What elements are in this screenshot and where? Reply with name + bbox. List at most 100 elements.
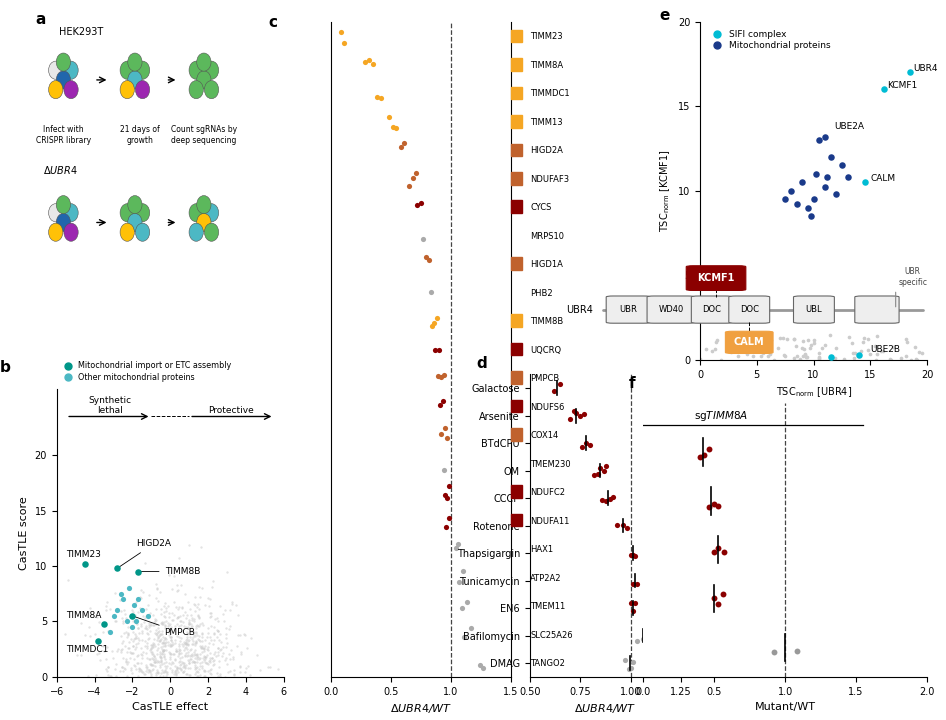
Point — [178, 662, 193, 673]
Point — [452, 576, 467, 588]
Point — [599, 461, 614, 472]
Point — [823, 151, 838, 163]
Point — [200, 641, 215, 652]
Point — [149, 624, 164, 636]
Point — [133, 665, 149, 677]
Point — [187, 663, 202, 675]
Point — [137, 640, 152, 652]
FancyBboxPatch shape — [606, 296, 651, 323]
Point — [182, 617, 197, 629]
Point — [233, 629, 248, 641]
Point — [156, 666, 171, 678]
Point — [222, 665, 237, 677]
Point — [240, 660, 255, 672]
Point — [126, 634, 141, 645]
Point — [202, 647, 218, 659]
Text: UBR
specific: UBR specific — [898, 267, 927, 287]
Point — [701, 444, 716, 455]
Point — [188, 662, 203, 673]
Point — [362, 55, 377, 66]
Point — [183, 631, 198, 642]
Point — [773, 332, 788, 343]
Point — [168, 601, 184, 613]
Point — [181, 654, 196, 666]
Point — [178, 659, 193, 670]
Point — [457, 631, 472, 643]
Point — [861, 334, 876, 346]
Point — [168, 645, 184, 657]
Point — [219, 637, 235, 649]
Circle shape — [48, 204, 62, 222]
Point — [143, 653, 158, 665]
Point — [141, 600, 156, 611]
Point — [131, 632, 146, 644]
Point — [151, 657, 166, 668]
Point — [416, 233, 431, 244]
Point — [140, 634, 155, 645]
Point — [116, 628, 131, 639]
Point — [159, 636, 174, 647]
Point — [129, 617, 144, 629]
Point — [157, 644, 172, 656]
Point — [437, 423, 452, 434]
Point — [201, 665, 216, 677]
Text: UBE2A: UBE2A — [834, 122, 864, 131]
Point — [158, 670, 173, 682]
Point — [156, 610, 171, 621]
Point — [153, 628, 168, 639]
Point — [812, 353, 827, 364]
Point — [131, 662, 147, 674]
Circle shape — [64, 204, 79, 222]
Point — [867, 341, 882, 352]
Point — [99, 666, 114, 678]
Text: PMPCB: PMPCB — [135, 617, 196, 637]
Point — [823, 351, 838, 362]
Point — [450, 538, 465, 549]
Point — [261, 662, 276, 673]
Text: Infect with
CRISPR library: Infect with CRISPR library — [36, 125, 91, 145]
Point — [99, 642, 114, 653]
Point — [149, 614, 164, 626]
Point — [899, 350, 914, 361]
Point — [115, 617, 131, 629]
Circle shape — [56, 53, 71, 71]
Point — [156, 645, 171, 657]
Point — [159, 666, 174, 678]
Point — [107, 588, 122, 599]
Circle shape — [120, 61, 134, 79]
Point — [119, 655, 134, 667]
Point — [583, 440, 598, 451]
Point — [185, 655, 201, 667]
Point — [100, 596, 115, 608]
Point — [157, 639, 172, 651]
Circle shape — [189, 81, 203, 99]
Point — [129, 663, 144, 675]
Point — [187, 661, 202, 672]
Circle shape — [48, 81, 62, 99]
Point — [770, 343, 785, 354]
Point — [152, 635, 167, 647]
Point — [69, 649, 84, 661]
Point — [429, 312, 444, 324]
Point — [262, 661, 277, 672]
Point — [121, 582, 136, 594]
Bar — [511, 143, 521, 156]
Point — [118, 626, 133, 637]
Circle shape — [197, 196, 211, 214]
Point — [187, 639, 202, 651]
Point — [152, 586, 167, 598]
Point — [762, 342, 778, 354]
Point — [188, 648, 203, 660]
Point — [183, 662, 198, 674]
Point — [179, 609, 194, 621]
Point — [158, 656, 173, 667]
Point — [202, 652, 218, 664]
Point — [795, 176, 810, 188]
Point — [145, 639, 160, 651]
Point — [190, 670, 205, 682]
Point — [194, 643, 209, 654]
Point — [698, 343, 713, 355]
Point — [177, 644, 192, 655]
Point — [182, 657, 197, 669]
Point — [903, 354, 919, 366]
